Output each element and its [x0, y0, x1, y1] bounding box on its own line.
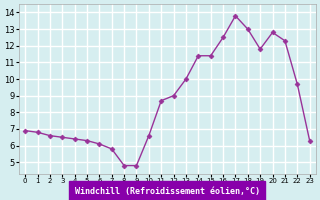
X-axis label: Windchill (Refroidissement éolien,°C): Windchill (Refroidissement éolien,°C): [75, 187, 260, 196]
